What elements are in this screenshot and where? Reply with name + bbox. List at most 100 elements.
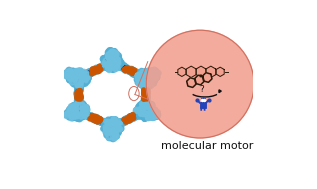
Circle shape — [76, 75, 80, 79]
Circle shape — [107, 128, 113, 133]
Circle shape — [145, 108, 150, 113]
Circle shape — [117, 125, 120, 129]
Circle shape — [70, 115, 76, 120]
Circle shape — [144, 76, 150, 83]
Circle shape — [144, 76, 148, 81]
Circle shape — [110, 60, 115, 66]
Circle shape — [71, 111, 76, 116]
Circle shape — [81, 111, 85, 115]
Circle shape — [113, 62, 117, 66]
Circle shape — [126, 117, 130, 120]
Circle shape — [113, 123, 119, 129]
Circle shape — [143, 74, 149, 80]
Circle shape — [144, 80, 147, 83]
Circle shape — [146, 76, 150, 81]
Circle shape — [111, 59, 114, 63]
Circle shape — [110, 64, 113, 67]
Circle shape — [142, 115, 148, 121]
Circle shape — [104, 62, 109, 67]
Circle shape — [75, 75, 81, 81]
Circle shape — [72, 114, 76, 119]
Circle shape — [140, 75, 144, 78]
Circle shape — [74, 98, 82, 105]
Circle shape — [117, 57, 122, 62]
Circle shape — [151, 109, 156, 114]
Circle shape — [154, 113, 159, 118]
Circle shape — [144, 89, 147, 93]
Circle shape — [72, 109, 76, 114]
Circle shape — [75, 94, 78, 97]
Circle shape — [111, 67, 115, 72]
Circle shape — [142, 108, 146, 112]
Circle shape — [108, 122, 113, 126]
Circle shape — [144, 82, 147, 85]
Circle shape — [75, 73, 80, 79]
Circle shape — [109, 61, 114, 66]
Circle shape — [109, 58, 114, 64]
Circle shape — [124, 116, 131, 124]
Circle shape — [111, 127, 114, 130]
Circle shape — [79, 78, 82, 81]
Circle shape — [76, 108, 81, 113]
Circle shape — [79, 111, 85, 117]
Circle shape — [144, 97, 148, 101]
Circle shape — [126, 68, 129, 71]
Circle shape — [139, 77, 143, 81]
Circle shape — [95, 69, 100, 74]
Circle shape — [112, 57, 115, 60]
Circle shape — [115, 55, 120, 59]
Circle shape — [147, 109, 153, 115]
Circle shape — [154, 113, 159, 118]
Circle shape — [74, 75, 76, 78]
Circle shape — [79, 83, 83, 88]
Circle shape — [112, 60, 115, 63]
Circle shape — [113, 132, 117, 136]
Circle shape — [77, 76, 81, 80]
Circle shape — [145, 110, 148, 113]
Circle shape — [142, 104, 146, 108]
Circle shape — [110, 56, 115, 60]
Circle shape — [143, 76, 148, 82]
Circle shape — [68, 74, 73, 79]
Circle shape — [151, 111, 155, 115]
Circle shape — [77, 102, 81, 106]
Circle shape — [80, 74, 86, 80]
Circle shape — [113, 124, 118, 129]
Circle shape — [91, 68, 96, 73]
Circle shape — [77, 77, 81, 81]
Circle shape — [109, 119, 114, 125]
Circle shape — [145, 76, 148, 79]
Circle shape — [143, 76, 147, 80]
Circle shape — [142, 78, 150, 86]
Circle shape — [68, 109, 73, 113]
Circle shape — [110, 58, 115, 63]
Circle shape — [78, 114, 84, 120]
Circle shape — [109, 55, 113, 59]
Circle shape — [64, 74, 69, 79]
Circle shape — [69, 113, 73, 117]
Circle shape — [109, 60, 114, 65]
Circle shape — [74, 105, 82, 113]
Circle shape — [77, 108, 85, 115]
Circle shape — [75, 77, 82, 84]
Circle shape — [144, 109, 147, 113]
Circle shape — [67, 107, 74, 113]
Circle shape — [108, 51, 114, 57]
Circle shape — [149, 112, 152, 115]
Circle shape — [78, 113, 82, 117]
Circle shape — [83, 109, 90, 116]
Circle shape — [151, 72, 156, 78]
Circle shape — [148, 76, 153, 81]
Circle shape — [104, 58, 109, 63]
Circle shape — [149, 108, 155, 114]
Circle shape — [113, 55, 117, 59]
Circle shape — [83, 73, 87, 77]
Circle shape — [76, 80, 82, 86]
Circle shape — [147, 112, 151, 116]
Circle shape — [142, 114, 148, 119]
Circle shape — [110, 58, 115, 63]
Circle shape — [69, 75, 72, 78]
Circle shape — [111, 132, 115, 137]
Circle shape — [144, 109, 148, 114]
Circle shape — [108, 51, 112, 55]
